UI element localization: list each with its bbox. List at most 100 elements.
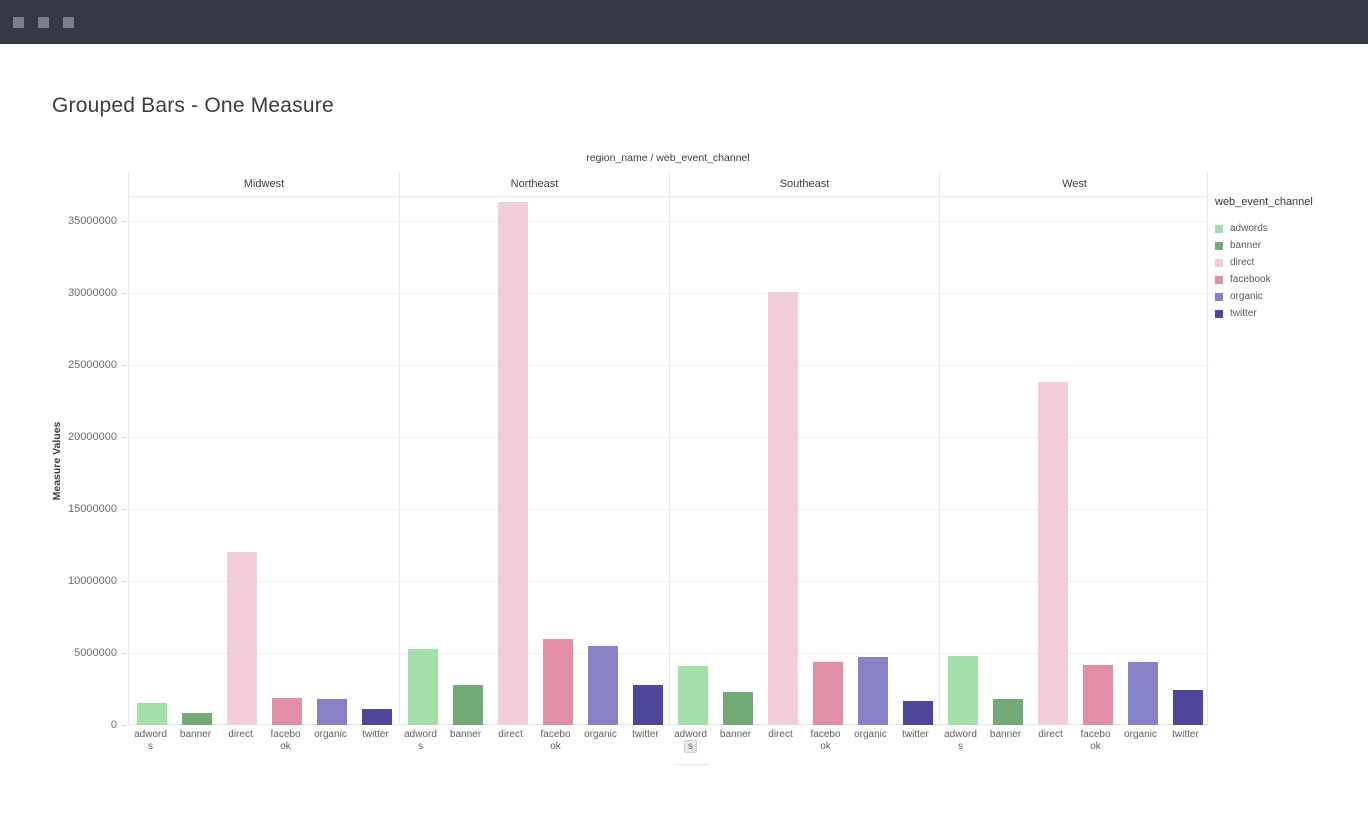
y-tick-mark: [121, 437, 127, 438]
bar-west-twitter[interactable]: [1172, 690, 1203, 725]
facet-header-midwest: Midwest: [129, 172, 399, 197]
bar-northeast-organic[interactable]: [587, 645, 618, 725]
x-tick-label-southeast-twitter: twitter: [902, 729, 929, 740]
bar-midwest-adwords[interactable]: [136, 703, 167, 725]
window-button-1[interactable]: [13, 16, 24, 28]
gridline: [940, 365, 1209, 366]
legend-item-direct[interactable]: direct: [1215, 254, 1365, 271]
y-axis: 0 5000000 10000000 15000000 20000000 25000000…: [30, 172, 117, 731]
highlighted-label-fragment[interactable]: s: [684, 740, 697, 753]
legend-title: web_event_channel: [1215, 196, 1313, 208]
x-tick-label-southeast-adwords: adword s: [674, 729, 707, 753]
x-tick-label-southeast-facebook: facebo ok: [810, 729, 841, 752]
facet-header-southeast: Southeast: [670, 172, 939, 197]
window-button-2[interactable]: [38, 16, 49, 28]
gridline: [670, 653, 939, 654]
legend-swatch-facebook: [1215, 275, 1223, 284]
y-tick-label: 25000000: [68, 359, 117, 371]
legend-swatch-banner: [1215, 241, 1223, 250]
legend-label: banner: [1230, 240, 1262, 251]
legend-item-twitter[interactable]: twitter: [1215, 305, 1365, 322]
x-tick-label-midwest-organic: organic: [314, 729, 347, 740]
bar-west-adwords[interactable]: [947, 655, 978, 725]
gridline: [129, 221, 399, 222]
gridline: [670, 293, 939, 294]
x-axis-labels: adword s banner direct facebo ok organic twitte…: [128, 729, 1208, 765]
legend-label: facebook: [1230, 274, 1271, 285]
legend-item-facebook[interactable]: facebook: [1215, 271, 1365, 288]
legend-items: adwords banner direct facebook organic twitte…: [1215, 220, 1365, 322]
bar-northeast-banner[interactable]: [452, 684, 483, 725]
x-tick-label-west-organic: organic: [1124, 729, 1157, 740]
gridline: [940, 221, 1209, 222]
x-tick-label-midwest-twitter: twitter: [362, 729, 389, 740]
x-tick-label-southeast-direct: direct: [768, 729, 793, 740]
gridline: [129, 509, 399, 510]
bar-northeast-direct[interactable]: [497, 202, 528, 725]
x-tick-label-west-direct: direct: [1038, 729, 1063, 740]
x-tick-label-northeast-organic: organic: [584, 729, 617, 740]
bar-midwest-facebook[interactable]: [271, 697, 302, 725]
gridline: [670, 221, 939, 222]
y-tick-mark: [121, 509, 127, 510]
bar-southeast-facebook[interactable]: [812, 661, 843, 725]
y-tick-label: 10000000: [68, 575, 117, 587]
x-tick-label-northeast-facebook: facebo ok: [540, 729, 571, 752]
legend-item-banner[interactable]: banner: [1215, 237, 1365, 254]
page-title: Grouped Bars - One Measure: [52, 94, 334, 117]
x-tick-label-southeast-banner: banner: [719, 729, 752, 740]
gridline: [670, 509, 939, 510]
gridline: [129, 653, 399, 654]
y-tick-mark: [121, 221, 127, 222]
x-tick-label-west-twitter: twitter: [1172, 729, 1199, 740]
x-tick-label-midwest-adwords: adword s: [134, 729, 167, 752]
y-tick-mark: [121, 725, 127, 726]
facet-header-west: West: [940, 172, 1209, 197]
gridline: [400, 365, 669, 366]
y-tick-label: 30000000: [68, 287, 117, 299]
bar-midwest-twitter[interactable]: [361, 709, 392, 725]
bar-west-direct[interactable]: [1037, 382, 1068, 725]
facet-axis-title: region_name / web_event_channel: [586, 152, 750, 164]
bar-southeast-organic[interactable]: [857, 657, 888, 725]
bar-southeast-twitter[interactable]: [902, 700, 933, 725]
x-tick-label-west-facebook: facebo ok: [1080, 729, 1111, 752]
bar-midwest-banner[interactable]: [181, 712, 212, 725]
bar-midwest-organic[interactable]: [316, 699, 347, 725]
gridline: [129, 365, 399, 366]
bar-northeast-facebook[interactable]: [542, 638, 573, 725]
scrollbar-thumb[interactable]: [675, 764, 708, 765]
y-tick-mark: [121, 653, 127, 654]
bar-northeast-twitter[interactable]: [632, 685, 663, 725]
bar-west-banner[interactable]: [992, 699, 1023, 725]
legend-label: organic: [1230, 291, 1263, 302]
bar-midwest-direct[interactable]: [226, 552, 257, 725]
window-button-3[interactable]: [63, 16, 74, 28]
x-tick-label-northeast-adwords: adword s: [404, 729, 437, 752]
legend-swatch-twitter: [1215, 309, 1223, 318]
gridline: [670, 365, 939, 366]
gridline: [400, 437, 669, 438]
bar-southeast-adwords[interactable]: [677, 665, 708, 725]
facet-header-northeast: Northeast: [400, 172, 669, 197]
bar-southeast-direct[interactable]: [767, 291, 798, 725]
gridline: [400, 221, 669, 222]
legend-swatch-direct: [1215, 258, 1223, 267]
x-tick-label-northeast-twitter: twitter: [632, 729, 659, 740]
y-tick-mark: [121, 365, 127, 366]
x-tick-label-west-banner: banner: [989, 729, 1022, 740]
bar-west-facebook[interactable]: [1082, 664, 1113, 725]
gridline: [129, 581, 399, 582]
facet-panel-midwest: Midwest: [129, 172, 399, 725]
legend-item-adwords[interactable]: adwords: [1215, 220, 1365, 237]
facet-panel-northeast: Northeast: [399, 172, 669, 725]
y-tick-label: 0: [110, 719, 117, 731]
y-tick-label: 20000000: [68, 431, 117, 443]
bar-southeast-banner[interactable]: [722, 691, 753, 725]
facet-panel-southeast: Southeast: [669, 172, 939, 725]
gridline: [129, 437, 399, 438]
bar-northeast-adwords[interactable]: [407, 648, 438, 725]
gridline: [940, 293, 1209, 294]
legend-item-organic[interactable]: organic: [1215, 288, 1365, 305]
bar-west-organic[interactable]: [1127, 661, 1158, 725]
